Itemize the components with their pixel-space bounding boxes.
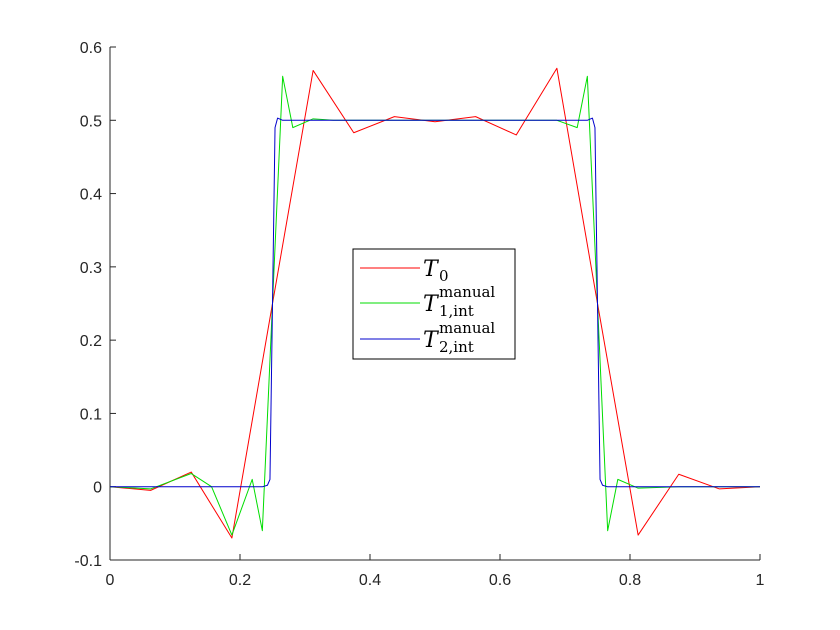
- y-tick-label: 0.1: [80, 406, 102, 423]
- y-tick-label: 0.6: [80, 40, 102, 57]
- legend-subscript-0: 0: [439, 267, 449, 285]
- y-tick-label: -0.1: [74, 553, 102, 570]
- series-line-2: [110, 117, 760, 488]
- y-tick-label: 0.3: [80, 260, 102, 277]
- x-tick-label: 0.2: [229, 572, 251, 589]
- x-tick-label: 0: [106, 572, 115, 589]
- x-tick-label: 0.6: [489, 572, 511, 589]
- series-line-0: [109, 67, 761, 539]
- legend-superscript-2: manual: [439, 319, 495, 337]
- y-tick-label: 0.5: [80, 113, 102, 130]
- legend-label-1: T: [423, 292, 440, 317]
- series-lines: [109, 67, 761, 539]
- axes: 0 0.2 0.4 0.6 0.8 1-0.100.10.20.30.40.50.6: [74, 40, 764, 589]
- legend-subscript-2: 2,int: [439, 338, 474, 356]
- legend-label-0: T: [423, 257, 440, 282]
- y-tick-label: 0: [93, 480, 102, 497]
- legend-subscript-1: 1,int: [439, 302, 474, 320]
- legend-label-2: T: [423, 328, 440, 353]
- x-tick-label: 0.4: [359, 572, 381, 589]
- legend-box: [352, 248, 516, 360]
- y-tick-label: 0.4: [80, 187, 102, 204]
- legend-superscript-1: manual: [439, 283, 495, 301]
- x-tick-label: 1: [756, 572, 765, 589]
- y-tick-label: 0.2: [80, 333, 102, 350]
- x-tick-label: 0.8: [619, 572, 641, 589]
